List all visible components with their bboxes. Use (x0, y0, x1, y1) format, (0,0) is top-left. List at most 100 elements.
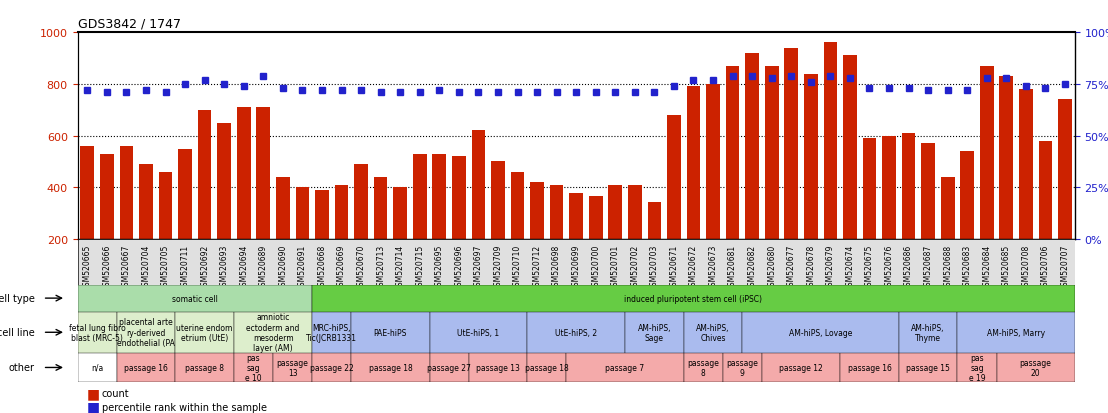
Text: GSM520705: GSM520705 (161, 244, 170, 291)
Bar (469, 353, 527, 382)
Bar (921, 144, 935, 291)
Text: GSM520671: GSM520671 (669, 244, 678, 291)
Bar (276, 178, 289, 291)
Bar (722, 353, 762, 382)
Text: cell line: cell line (0, 328, 35, 337)
Bar (158, 173, 173, 291)
Text: GSM520678: GSM520678 (807, 244, 815, 291)
Text: UtE-hiPS, 2: UtE-hiPS, 2 (555, 328, 597, 337)
Text: passage 22: passage 22 (310, 363, 353, 372)
Bar (957, 312, 1075, 353)
Text: GSM520709: GSM520709 (493, 244, 502, 291)
Bar (979, 66, 994, 291)
Text: GSM520701: GSM520701 (611, 244, 619, 291)
Bar (684, 312, 742, 353)
Bar (1058, 100, 1071, 291)
Text: GSM520680: GSM520680 (767, 244, 777, 291)
Text: somatic cell: somatic cell (172, 294, 218, 303)
Text: GSM520696: GSM520696 (454, 244, 463, 291)
Text: fetal lung fibro
blast (MRC-5): fetal lung fibro blast (MRC-5) (69, 323, 125, 342)
Bar (804, 74, 818, 291)
Text: GSM520682: GSM520682 (748, 244, 757, 290)
Text: AM-hiPS,
Chives: AM-hiPS, Chives (696, 323, 730, 342)
Text: ■: ■ (86, 386, 100, 400)
Bar (234, 312, 312, 353)
Text: GSM520697: GSM520697 (474, 244, 483, 291)
Text: GSM520711: GSM520711 (181, 244, 189, 290)
Bar (351, 312, 430, 353)
Bar (256, 108, 270, 291)
Text: passage
8: passage 8 (687, 358, 719, 377)
Text: GSM520684: GSM520684 (983, 244, 992, 291)
Text: GSM520672: GSM520672 (689, 244, 698, 291)
Text: induced pluripotent stem cell (iPSC): induced pluripotent stem cell (iPSC) (625, 294, 762, 303)
Bar (527, 353, 566, 382)
Text: GSM520715: GSM520715 (416, 244, 424, 291)
Text: GSM520695: GSM520695 (434, 244, 444, 291)
Text: passage 8: passage 8 (185, 363, 224, 372)
Bar (996, 353, 1075, 382)
Bar (902, 134, 915, 291)
Text: passage 27: passage 27 (427, 363, 471, 372)
Bar (175, 312, 234, 353)
Text: n/a: n/a (91, 363, 103, 372)
Text: MRC-hiPS,
Tic(JCRB1331: MRC-hiPS, Tic(JCRB1331 (306, 323, 357, 342)
Bar (491, 162, 505, 291)
Text: GSM520675: GSM520675 (865, 244, 874, 291)
Text: pas
sag
e 10: pas sag e 10 (245, 353, 261, 382)
Text: GSM520713: GSM520713 (376, 244, 386, 291)
Bar (588, 197, 603, 291)
Text: AM-hiPS,
Thyme: AM-hiPS, Thyme (912, 323, 945, 342)
Bar (746, 54, 759, 291)
Text: GSM520667: GSM520667 (122, 244, 131, 291)
Text: GDS3842 / 1747: GDS3842 / 1747 (78, 17, 181, 31)
Bar (999, 77, 1013, 291)
Bar (452, 157, 465, 291)
Text: GSM520677: GSM520677 (787, 244, 796, 291)
Text: GSM520714: GSM520714 (396, 244, 404, 291)
Bar (78, 285, 312, 312)
Text: AM-hiPS, Marry: AM-hiPS, Marry (987, 328, 1045, 337)
Text: GSM520704: GSM520704 (142, 244, 151, 291)
Bar (840, 353, 899, 382)
Text: GSM520694: GSM520694 (239, 244, 248, 291)
Text: GSM520712: GSM520712 (533, 244, 542, 290)
Text: placental arte
ry-derived
endothelial (PA: placental arte ry-derived endothelial (P… (117, 318, 175, 347)
Bar (687, 87, 700, 291)
Text: PAE-hiPS: PAE-hiPS (373, 328, 407, 337)
Text: other: other (9, 363, 35, 373)
Text: ■: ■ (86, 400, 100, 413)
Bar (413, 154, 427, 291)
Bar (882, 136, 896, 291)
Text: GSM520699: GSM520699 (572, 244, 581, 291)
Text: GSM520683: GSM520683 (963, 244, 972, 291)
Bar (78, 312, 116, 353)
Bar (941, 178, 954, 291)
Bar (100, 154, 114, 291)
Text: passage
13: passage 13 (277, 358, 309, 377)
Bar (511, 173, 524, 291)
Bar (312, 353, 351, 382)
Text: GSM520710: GSM520710 (513, 244, 522, 291)
Bar (570, 193, 583, 291)
Text: GSM520665: GSM520665 (83, 244, 92, 291)
Text: passage 16: passage 16 (848, 363, 892, 372)
Text: GSM520706: GSM520706 (1040, 244, 1050, 291)
Bar (78, 353, 116, 382)
Text: GSM520674: GSM520674 (845, 244, 854, 291)
Bar (957, 353, 996, 382)
Text: GSM520673: GSM520673 (708, 244, 718, 291)
Bar (217, 123, 232, 291)
Text: GSM520689: GSM520689 (259, 244, 268, 291)
Text: passage 16: passage 16 (124, 363, 168, 372)
Bar (116, 312, 175, 353)
Bar (726, 66, 739, 291)
Text: cell type: cell type (0, 293, 35, 304)
Bar (863, 139, 876, 291)
Text: amniotic
ectoderm and
mesoderm
layer (AM): amniotic ectoderm and mesoderm layer (AM… (246, 312, 300, 353)
Text: passage 18: passage 18 (525, 363, 568, 372)
Bar (315, 190, 329, 291)
Text: GSM520691: GSM520691 (298, 244, 307, 291)
Bar (81, 147, 94, 291)
Bar (550, 185, 564, 291)
